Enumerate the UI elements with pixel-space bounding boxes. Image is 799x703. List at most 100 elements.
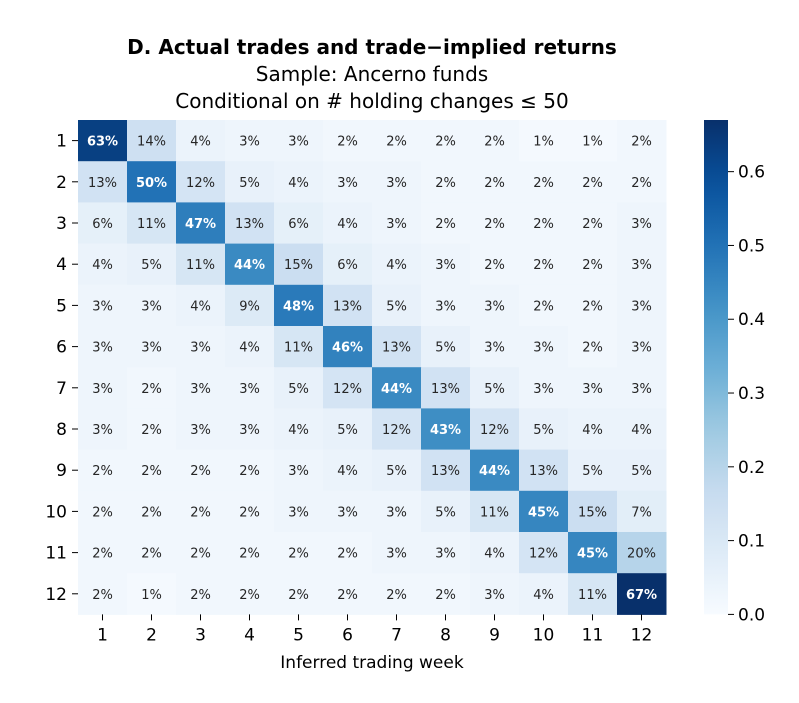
heatmap-cell xyxy=(568,573,618,615)
heatmap-cell xyxy=(176,326,226,368)
heatmap-cell xyxy=(421,326,471,368)
heatmap-cell xyxy=(617,284,667,327)
y-tick-label: 5 xyxy=(56,296,67,316)
cell-value-label: 12% xyxy=(529,547,558,562)
cell-value-label: 4% xyxy=(288,176,309,191)
cell-value-label: 20% xyxy=(627,547,656,562)
heatmap-cell xyxy=(617,573,667,615)
heatmap-cell xyxy=(274,573,324,615)
cell-value-label: 5% xyxy=(386,299,407,314)
heatmap-cell xyxy=(127,532,177,574)
cell-value-label: 3% xyxy=(435,258,456,273)
cell-value-label: 2% xyxy=(582,217,603,232)
cell-value-label: 3% xyxy=(239,135,260,150)
heatmap-cell xyxy=(127,243,177,286)
cell-value-label: 12% xyxy=(480,423,509,438)
cell-value-label: 4% xyxy=(337,217,358,232)
heatmap-cell xyxy=(421,532,471,574)
heatmap-cell xyxy=(274,202,324,245)
cell-value-label: 4% xyxy=(337,464,358,479)
heatmap-cell xyxy=(372,449,422,492)
cell-value-label: 3% xyxy=(484,588,505,603)
heatmap-cell xyxy=(176,532,226,574)
heatmap-cell xyxy=(519,326,569,368)
heatmap-cell xyxy=(568,408,618,451)
heatmap-cell xyxy=(568,326,618,368)
x-tick-label: 12 xyxy=(631,625,653,645)
cell-value-label: 2% xyxy=(92,464,113,479)
y-tick-label: 8 xyxy=(56,420,67,440)
cell-value-label: 2% xyxy=(582,341,603,356)
heatmap-cell xyxy=(617,367,667,409)
cell-value-label: 11% xyxy=(186,258,215,273)
cell-value-label: 4% xyxy=(582,423,603,438)
heatmap-cell xyxy=(176,573,226,615)
x-tick-labels: 1 2 3 4 5 6 7 8 9 10 11 12 xyxy=(97,614,652,645)
cell-value-label: 3% xyxy=(484,341,505,356)
heatmap-cell xyxy=(176,490,226,533)
heatmap-cell xyxy=(568,490,618,533)
y-tick-label: 3 xyxy=(56,214,67,234)
heatmap-cell xyxy=(127,202,177,245)
heatmap-cell xyxy=(225,532,275,574)
cell-value-label: 4% xyxy=(190,299,211,314)
cell-value-label: 45% xyxy=(577,547,608,562)
cell-value-label: 3% xyxy=(92,382,113,397)
cell-value-label: 3% xyxy=(141,299,162,314)
heatmap-cell xyxy=(470,449,520,492)
heatmap-cell xyxy=(78,161,128,203)
cell-value-label: 2% xyxy=(141,382,162,397)
cell-value-label: 2% xyxy=(582,299,603,314)
cell-value-label: 3% xyxy=(631,258,652,273)
cell-value-label: 2% xyxy=(141,464,162,479)
x-tick-label: 3 xyxy=(195,625,206,645)
cell-value-label: 2% xyxy=(337,547,358,562)
heatmap-cell xyxy=(470,532,520,574)
heatmap-cell xyxy=(78,284,128,327)
cell-value-label: 2% xyxy=(239,505,260,520)
cell-value-label: 5% xyxy=(386,464,407,479)
heatmap-cell xyxy=(176,202,226,245)
heatmap-cell xyxy=(519,367,569,409)
cell-value-label: 14% xyxy=(137,135,166,150)
heatmap-cell xyxy=(274,326,324,368)
cell-value-label: 43% xyxy=(430,423,461,438)
heatmap-cell xyxy=(421,490,471,533)
x-tick-label: 8 xyxy=(440,625,451,645)
cell-value-label: 63% xyxy=(87,135,118,150)
cell-value-label: 3% xyxy=(337,505,358,520)
cell-value-label: 11% xyxy=(284,341,313,356)
heatmap-cell xyxy=(421,161,471,203)
cell-value-label: 2% xyxy=(386,135,407,150)
cell-value-label: 2% xyxy=(190,505,211,520)
cell-value-label: 3% xyxy=(190,423,211,438)
heatmap-cell xyxy=(176,243,226,286)
heatmap-cell xyxy=(372,490,422,533)
heatmap-cell xyxy=(225,202,275,245)
cell-value-label: 3% xyxy=(92,341,113,356)
heatmap-cell xyxy=(617,161,667,203)
cell-value-label: 13% xyxy=(88,176,117,191)
heatmap-cell xyxy=(78,573,128,615)
heatmap-cell xyxy=(225,367,275,409)
heatmap-cell xyxy=(372,532,422,574)
heatmap-cell xyxy=(617,408,667,451)
heatmap-cells: 63% 14% 4% 3% 3% 2% 2% 2% 2% 1% 1% 2% 13% 50% 12% 5% 4% 3… xyxy=(78,120,667,615)
x-tick-label: 10 xyxy=(533,625,555,645)
heatmap-cell xyxy=(372,573,422,615)
cell-value-label: 3% xyxy=(533,341,554,356)
heatmap-cell xyxy=(274,449,324,492)
heatmap-cell xyxy=(323,161,373,203)
heatmap-cell xyxy=(127,120,177,162)
heatmap-cell xyxy=(78,243,128,286)
heatmap-cell xyxy=(519,532,569,574)
heatmap-cell xyxy=(519,573,569,615)
chart-subtitle-sample: Sample: Ancerno funds xyxy=(256,62,488,86)
heatmap-cell xyxy=(470,490,520,533)
cell-value-label: 67% xyxy=(626,588,657,603)
heatmap-cell xyxy=(176,120,226,162)
heatmap-cell xyxy=(568,202,618,245)
cell-value-label: 3% xyxy=(631,299,652,314)
heatmap-cell xyxy=(617,120,667,162)
cell-value-label: 3% xyxy=(190,382,211,397)
